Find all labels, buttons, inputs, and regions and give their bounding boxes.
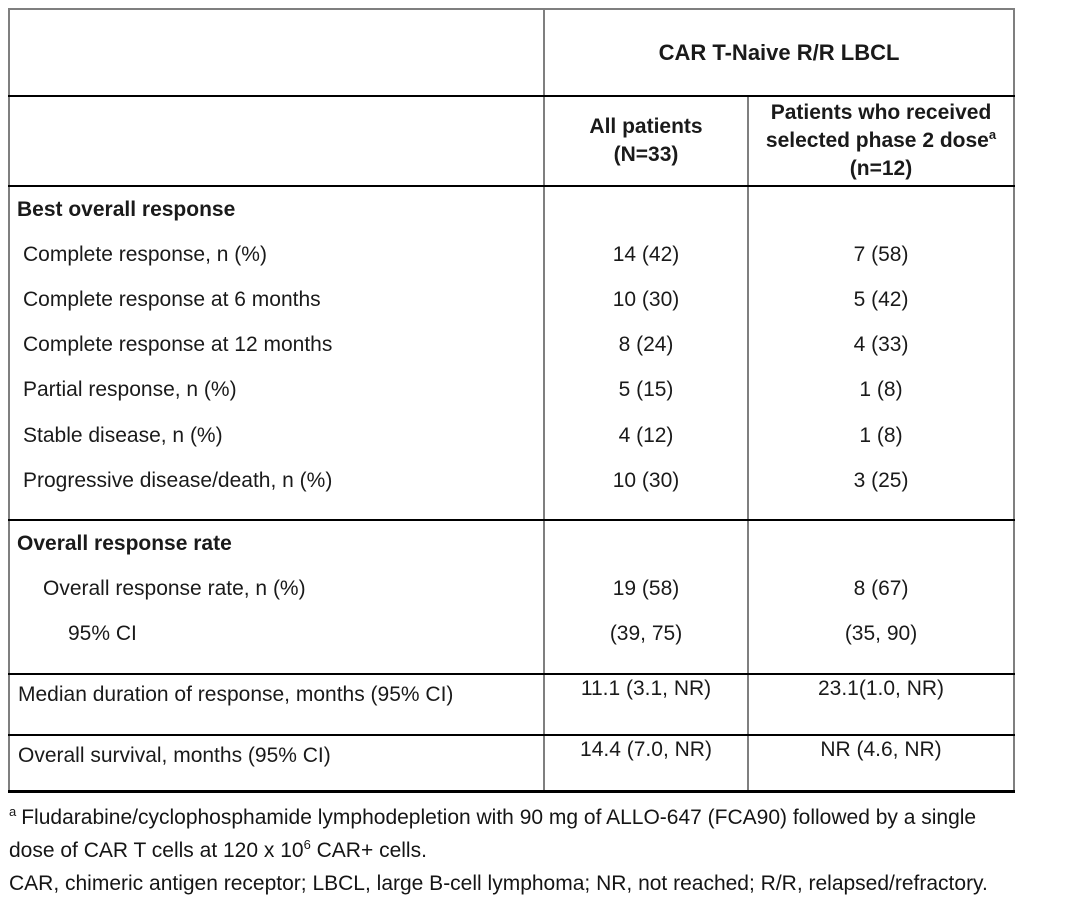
empty-cell [746, 520, 1016, 566]
table-row: Complete response, n (%) 14 (42) 7 (58) [8, 232, 1016, 277]
section-title-row: Best overall response [8, 186, 1016, 232]
value-phase2-dose: 1 (8) [746, 367, 1016, 413]
section-title: Best overall response [8, 186, 545, 232]
value-all-patients: 14.4 (7.0, NR) [543, 735, 749, 793]
column-header-line: selected phase 2 dose [765, 129, 989, 152]
table-row: Stable disease, n (%) 4 (12) 1 (8) [8, 413, 1016, 458]
value-phase2-dose: 23.1(1.0, NR) [746, 674, 1016, 736]
value-phase2-dose: (35, 90) [746, 611, 1016, 675]
section-title-row: Overall response rate [8, 520, 1016, 566]
footnote-line-abbreviations: CAR, chimeric antigen receptor; LBCL, la… [9, 867, 1075, 900]
value-all-patients: 4 (12) [543, 413, 749, 458]
row-label: Complete response at 12 months [8, 322, 545, 367]
group-header-cell: CAR T-Naive R/R LBCL [542, 8, 1016, 97]
superscript-6: 6 [303, 836, 311, 852]
empty-cell [543, 520, 749, 566]
footnote-line-a: a Fludarabine/cyclophosphamide lymphodepl… [9, 801, 1075, 834]
table-row: Partial response, n (%) 5 (15) 1 (8) [8, 367, 1016, 413]
value-phase2-dose: 3 (25) [746, 458, 1016, 521]
footnote-text: CAR, chimeric antigen receptor; LBCL, la… [9, 871, 988, 895]
value-all-patients: 5 (15) [543, 367, 749, 413]
section-title: Overall response rate [8, 520, 545, 566]
table-row: Overall survival, months (95% CI) 14.4 (… [8, 735, 1016, 793]
group-header-row: CAR T-Naive R/R LBCL [8, 8, 1016, 97]
table-row: Overall response rate, n (%) 19 (58) 8 (… [8, 566, 1016, 611]
footnote-line-dose: dose of CAR T cells at 120 x 106 CAR+ ce… [9, 834, 1075, 867]
value-all-patients: 10 (30) [543, 458, 749, 521]
value-all-patients: (39, 75) [543, 611, 749, 675]
row-label: Overall response rate, n (%) [8, 566, 545, 611]
value-phase2-dose: NR (4.6, NR) [746, 735, 1016, 793]
table-row: Complete response at 12 months 8 (24) 4 … [8, 322, 1016, 367]
column-header-line: (N=33) [613, 143, 679, 166]
row-label: Stable disease, n (%) [8, 413, 545, 458]
empty-corner-cell [8, 8, 545, 97]
row-label: Overall survival, months (95% CI) [8, 735, 545, 793]
table-row: Median duration of response, months (95%… [8, 674, 1016, 736]
column-header-line: All patients [589, 115, 703, 138]
footnote-text: dose of CAR T cells at 120 x 10 [9, 838, 304, 862]
row-label: 95% CI [8, 611, 545, 675]
value-all-patients: 11.1 (3.1, NR) [543, 674, 749, 736]
column-header-line: (n=12) [849, 157, 913, 180]
empty-cell [746, 186, 1016, 232]
column-header-row: All patients (N=33) Patients who receive… [8, 96, 1016, 187]
value-all-patients: 10 (30) [543, 277, 749, 322]
footnote-text: CAR+ cells. [310, 838, 427, 862]
empty-header-cell [8, 96, 545, 187]
table-row: Progressive disease/death, n (%) 10 (30)… [8, 458, 1016, 521]
value-phase2-dose: 8 (67) [746, 566, 1016, 611]
row-label: Median duration of response, months (95%… [8, 674, 545, 736]
table-row: Complete response at 6 months 10 (30) 5 … [8, 277, 1016, 322]
value-phase2-dose: 5 (42) [746, 277, 1016, 322]
column-header-phase2-dose: Patients who received selected phase 2 d… [746, 96, 1016, 187]
row-label: Complete response at 6 months [8, 277, 545, 322]
value-phase2-dose: 7 (58) [746, 232, 1016, 277]
footnote-text: Fludarabine/cyclophosphamide lymphodeple… [21, 805, 977, 829]
value-phase2-dose: 4 (33) [746, 322, 1016, 367]
results-table: CAR T-Naive R/R LBCL All patients (N=33)… [8, 8, 1016, 793]
value-phase2-dose: 1 (8) [746, 413, 1016, 458]
table-row: 95% CI (39, 75) (35, 90) [8, 611, 1016, 675]
footnote-marker-a: a [988, 127, 997, 142]
column-header-all-patients: All patients (N=33) [543, 96, 749, 187]
footnote-marker-a: a [9, 803, 17, 819]
row-label: Complete response, n (%) [8, 232, 545, 277]
column-header-line: Patients who received [770, 101, 992, 124]
empty-cell [543, 186, 749, 232]
footnotes: a Fludarabine/cyclophosphamide lymphodepl… [9, 801, 1075, 900]
row-label: Partial response, n (%) [8, 367, 545, 413]
row-label: Progressive disease/death, n (%) [8, 458, 545, 521]
value-all-patients: 14 (42) [543, 232, 749, 277]
value-all-patients: 19 (58) [543, 566, 749, 611]
value-all-patients: 8 (24) [543, 322, 749, 367]
